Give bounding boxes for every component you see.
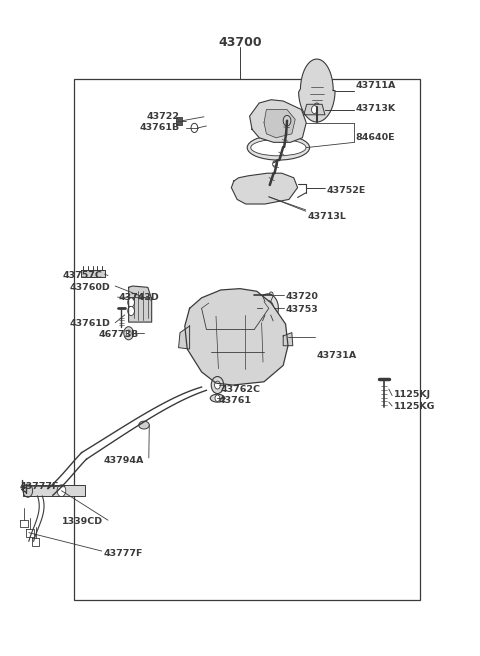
Text: 43711A: 43711A xyxy=(355,81,396,90)
Text: 43720: 43720 xyxy=(286,292,318,301)
Circle shape xyxy=(211,377,224,394)
Circle shape xyxy=(269,292,273,297)
Circle shape xyxy=(262,300,274,316)
Text: 43713L: 43713L xyxy=(307,212,346,221)
Circle shape xyxy=(215,395,220,401)
Text: 43777F: 43777F xyxy=(19,482,59,491)
Text: 43713K: 43713K xyxy=(355,104,396,113)
Ellipse shape xyxy=(139,421,149,429)
Polygon shape xyxy=(81,270,105,277)
Text: 43731A: 43731A xyxy=(317,351,357,360)
Bar xyxy=(74,79,420,600)
Text: 1339CD: 1339CD xyxy=(62,517,104,526)
Text: 43777F: 43777F xyxy=(103,548,143,558)
Polygon shape xyxy=(129,286,152,322)
Ellipse shape xyxy=(247,135,310,160)
Circle shape xyxy=(314,103,320,111)
Ellipse shape xyxy=(251,139,306,155)
Text: 43761D: 43761D xyxy=(70,319,110,328)
Polygon shape xyxy=(264,110,295,138)
Bar xyxy=(176,117,182,125)
Ellipse shape xyxy=(210,394,225,402)
Text: 84640E: 84640E xyxy=(355,133,395,142)
Polygon shape xyxy=(304,104,325,115)
Polygon shape xyxy=(179,326,190,349)
Polygon shape xyxy=(250,100,306,142)
Circle shape xyxy=(312,106,317,113)
Text: 43753: 43753 xyxy=(286,305,318,314)
Text: 43722: 43722 xyxy=(146,112,180,121)
Text: 43760D: 43760D xyxy=(70,283,110,292)
Circle shape xyxy=(124,327,133,340)
Circle shape xyxy=(23,484,33,497)
Text: 1125KG: 1125KG xyxy=(394,401,435,411)
Circle shape xyxy=(57,485,66,497)
Text: 43762C: 43762C xyxy=(221,384,261,394)
Text: 43752E: 43752E xyxy=(326,186,366,195)
Circle shape xyxy=(126,330,131,337)
Circle shape xyxy=(128,298,134,307)
Text: 1125KJ: 1125KJ xyxy=(394,390,431,400)
Polygon shape xyxy=(23,485,85,496)
Polygon shape xyxy=(283,333,293,346)
Polygon shape xyxy=(299,59,335,122)
Text: 43761B: 43761B xyxy=(139,123,180,133)
Polygon shape xyxy=(185,289,288,385)
Circle shape xyxy=(128,306,134,316)
Text: 43743D: 43743D xyxy=(119,293,160,302)
Circle shape xyxy=(191,123,198,133)
Circle shape xyxy=(283,115,291,126)
Text: 43757C: 43757C xyxy=(62,271,102,280)
Text: 43794A: 43794A xyxy=(103,456,144,465)
Circle shape xyxy=(257,294,278,323)
Circle shape xyxy=(273,161,277,167)
Polygon shape xyxy=(231,173,298,204)
Circle shape xyxy=(215,381,220,389)
Text: 43761: 43761 xyxy=(219,396,252,405)
Text: 43700: 43700 xyxy=(218,36,262,49)
Text: 46773B: 46773B xyxy=(98,330,139,339)
